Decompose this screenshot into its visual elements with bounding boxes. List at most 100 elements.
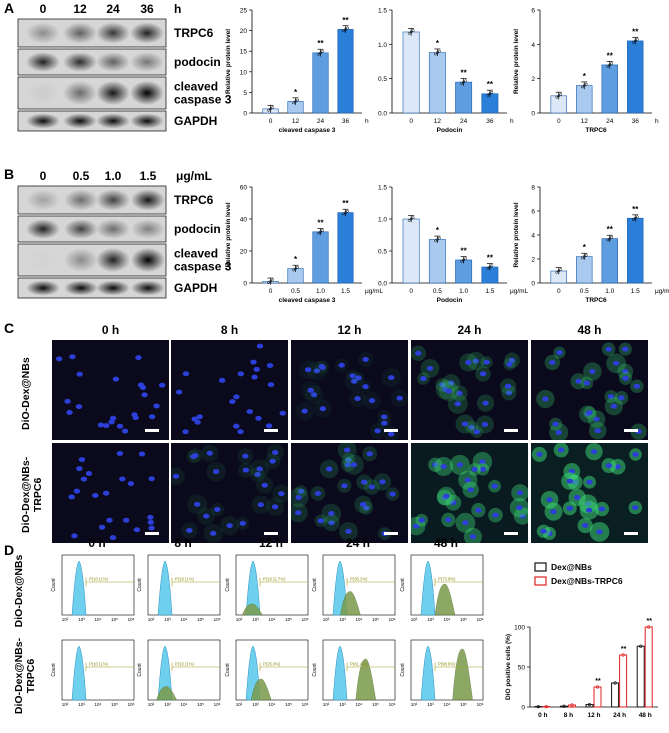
micrograph-cells <box>531 443 648 543</box>
cell-nucleus <box>413 523 420 529</box>
data-point <box>346 209 349 213</box>
flow-x-tick: 10⁵ <box>197 617 204 622</box>
x-tick-label: 48 h <box>639 712 652 719</box>
data-point <box>292 101 295 105</box>
blot-band <box>131 189 165 211</box>
data-point <box>296 265 299 269</box>
y-axis-title: Relative protein level <box>513 29 520 94</box>
cell-nucleus <box>479 466 487 472</box>
cell-nucleus <box>256 343 264 349</box>
data-point <box>436 238 439 241</box>
cell-nucleus <box>172 473 180 479</box>
flow-x-tick: 10² <box>236 702 243 707</box>
flow-plot-frame <box>410 554 484 616</box>
data-point <box>562 704 566 708</box>
significance-label: ** <box>342 16 349 25</box>
flow-x-tick: 10³ <box>427 702 434 707</box>
cell-nucleus <box>415 350 422 356</box>
blot-band <box>26 22 60 44</box>
cell-nucleus <box>575 378 582 384</box>
cell-nucleus <box>69 354 76 360</box>
cell-nucleus <box>253 366 260 372</box>
cell-nucleus <box>237 429 244 435</box>
scale-bar <box>384 429 398 432</box>
blot-band <box>130 113 164 129</box>
cell-nucleus <box>622 369 629 375</box>
data-point <box>317 52 320 56</box>
flow-x-tick: 10² <box>323 617 330 622</box>
flow-control-histogram <box>245 645 261 701</box>
cell-nucleus <box>468 424 475 430</box>
blot-band <box>26 113 60 129</box>
cell-nucleus <box>139 385 147 391</box>
data-point <box>606 65 610 68</box>
flow-x-tick: 10³ <box>164 617 171 622</box>
cell-nucleus <box>75 404 83 410</box>
flow-x-tick: 10³ <box>164 702 171 707</box>
cell-nucleus <box>328 511 335 517</box>
bar <box>601 64 618 114</box>
data-point <box>267 281 270 285</box>
flow-gate-label: P(61.4%) <box>350 662 368 667</box>
flow-control-histogram <box>332 645 348 701</box>
y-axis-title: DiO positive cells (%) <box>505 634 512 700</box>
significance-label: ** <box>632 27 639 36</box>
flow-plot-frame <box>147 639 221 701</box>
bar <box>593 686 602 708</box>
data-point <box>633 39 637 43</box>
data-point <box>411 29 415 32</box>
micrograph-cells <box>411 345 520 438</box>
y-axis-title: Relative protein level <box>513 202 520 267</box>
y-tick-label: 0 <box>243 281 247 288</box>
x-tick-label: 24 h <box>613 712 626 719</box>
data-point <box>570 703 574 707</box>
cell-nucleus <box>622 375 629 381</box>
cell-nucleus <box>254 471 261 477</box>
y-tick-label: 0.5 <box>378 249 387 256</box>
blot-lane-label: 1.5 <box>140 169 157 183</box>
flow-y-label: Count <box>225 578 231 592</box>
y-tick-label: 1.5 <box>378 185 387 192</box>
cell-nucleus <box>153 403 160 409</box>
cell-nucleus <box>103 423 110 429</box>
bar <box>428 52 446 114</box>
blot-band <box>26 80 60 106</box>
flow-y-label: Count <box>137 578 143 592</box>
flow-x-tick: 10⁶ <box>214 702 221 707</box>
y-tick-label: 40 <box>240 217 248 224</box>
flow-sample-histogram <box>434 583 456 616</box>
data-point <box>269 107 272 111</box>
flow-x-tick: 10⁴ <box>356 702 363 707</box>
micrograph-cells <box>295 351 408 440</box>
y-tick-label: 1.0 <box>378 217 387 224</box>
y-tick-label: 15 <box>240 49 248 56</box>
flow-x-tick: 10⁴ <box>181 617 188 622</box>
flow-x-tick: 10⁶ <box>214 617 221 622</box>
cell-nucleus <box>456 462 464 468</box>
cell-nucleus <box>319 406 327 412</box>
cell-nucleus <box>590 449 598 455</box>
data-point <box>342 29 345 33</box>
cell-nucleus <box>557 447 565 453</box>
cell-nucleus <box>589 368 596 374</box>
data-point <box>557 269 561 273</box>
cell-nucleus <box>272 450 279 456</box>
blot-band-label: podocin <box>174 55 221 69</box>
background-glow <box>531 443 648 543</box>
data-point <box>490 264 494 268</box>
data-point <box>555 95 559 99</box>
y-tick-label: 6 <box>531 8 535 15</box>
cell-nucleus <box>610 403 618 409</box>
flow-x-tick: 10⁵ <box>372 617 379 622</box>
y-tick-label: 50 <box>518 665 526 672</box>
cell-nucleus <box>506 361 513 367</box>
data-point <box>321 229 324 232</box>
blot-lane-label: 36 <box>140 2 154 16</box>
flow-row-label: DiO-Dex@NBs <box>13 555 25 628</box>
cell-nucleus <box>566 505 574 511</box>
data-point <box>407 218 411 222</box>
flow-x-tick: 10⁶ <box>128 702 135 707</box>
cell-nucleus <box>360 479 368 485</box>
y-tick-label: 0 <box>531 281 535 288</box>
data-point <box>319 51 322 55</box>
